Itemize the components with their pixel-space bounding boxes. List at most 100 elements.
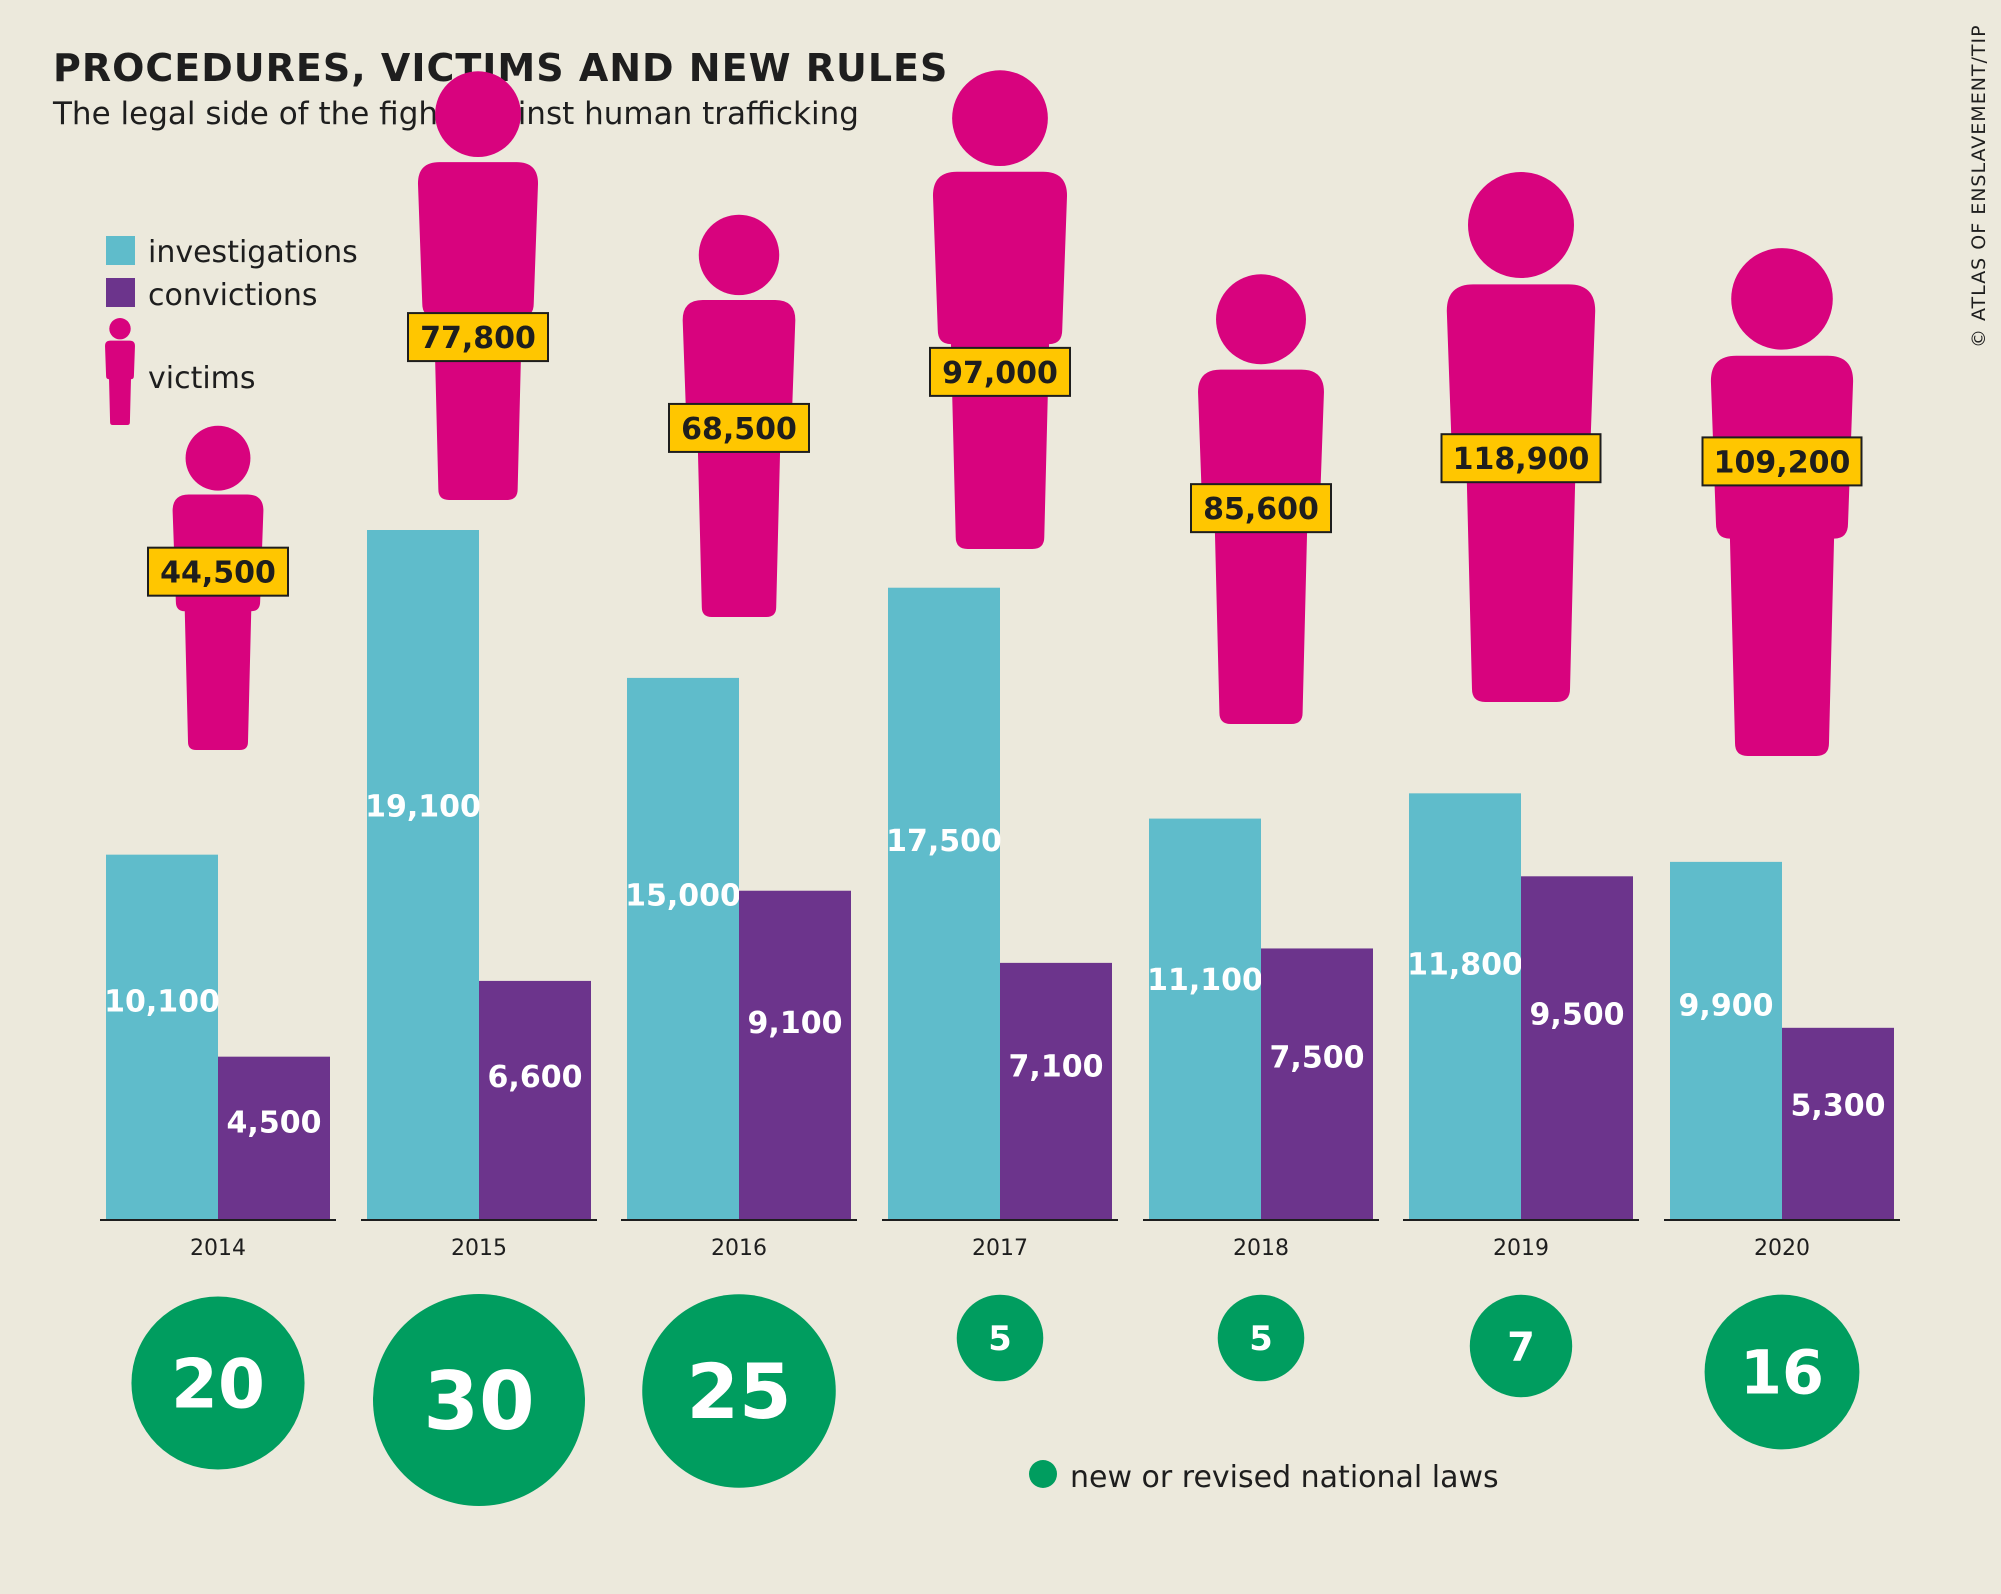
victim-label-box-2014 (147, 546, 289, 597)
legend-investigations-label: investigations (148, 235, 358, 270)
bar-convictions-2016 (739, 890, 851, 1219)
laws-circle-2015 (373, 1294, 585, 1506)
victim-head (698, 214, 780, 296)
victim-label-box-2020 (1701, 436, 1863, 487)
bar-convictions-2019 (1521, 876, 1633, 1219)
victim-figure-2020 (1710, 248, 1854, 756)
bar-label-convictions-2019: 9,500 (1530, 997, 1625, 1032)
laws-circle-2014 (131, 1296, 305, 1470)
victim-head (109, 318, 131, 340)
legend: investigations convictions victims new o… (105, 235, 1499, 1495)
legend-victims-label: victims (148, 361, 256, 396)
plot-area: 10,1004,500201444,5002019,1006,600201577… (100, 70, 1900, 1506)
victim-body (1198, 369, 1324, 724)
victim-head (1216, 274, 1306, 365)
laws-label-2015: 30 (423, 1355, 534, 1448)
bar-convictions-2020 (1782, 1027, 1894, 1219)
legend-laws-swatch (1029, 1460, 1057, 1488)
bar-label-investigations-2020: 9,900 (1679, 989, 1774, 1024)
year-group-2017: 17,500 7,100 2017 97,000 5 (882, 70, 1118, 1382)
victim-figure-2018 (1198, 274, 1324, 724)
victim-label-box-2019 (1440, 433, 1602, 484)
bar-investigations-2014 (106, 854, 218, 1219)
year-group-2020: 9,900 5,300 2020 109,200 16 (1664, 248, 1900, 1450)
victim-figure-2017 (932, 70, 1068, 549)
bar-label-investigations-2019: 11,800 (1407, 948, 1523, 983)
victim-head (435, 71, 521, 158)
bar-convictions-2017 (1000, 962, 1112, 1219)
victim-label-2018: 85,600 (1203, 492, 1319, 527)
victim-body (172, 494, 264, 750)
bar-convictions-2018 (1261, 948, 1373, 1219)
victim-figure-2015 (417, 71, 539, 501)
year-label-2020: 2020 (1754, 1236, 1810, 1261)
victim-body (682, 300, 796, 617)
year-group-2015: 19,100 6,600 2015 77,800 30 (361, 71, 597, 1506)
victim-head (185, 425, 251, 491)
victim-figure-2016 (682, 214, 796, 617)
bar-label-convictions-2018: 7,500 (1270, 1041, 1365, 1076)
victim-label-2017: 97,000 (942, 356, 1058, 391)
laws-circle-2017 (956, 1294, 1044, 1382)
legend-convictions-label: convictions (148, 278, 318, 313)
victim-label-2014: 44,500 (160, 556, 276, 591)
bar-investigations-2020 (1670, 861, 1782, 1219)
bar-investigations-2017 (888, 587, 1000, 1219)
bar-investigations-2019 (1409, 793, 1521, 1219)
victim-label-2015: 77,800 (420, 321, 536, 356)
victim-label-2019: 118,900 (1453, 442, 1590, 477)
year-label-2017: 2017 (972, 1236, 1028, 1261)
victim-label-box-2015 (407, 312, 549, 363)
year-group-2018: 11,100 7,500 2018 85,600 5 (1143, 274, 1379, 1382)
bar-convictions-2014 (218, 1056, 330, 1219)
laws-label-2019: 7 (1507, 1324, 1535, 1370)
year-label-2019: 2019 (1493, 1236, 1549, 1261)
laws-label-2017: 5 (988, 1319, 1011, 1358)
laws-circle-2019 (1469, 1294, 1573, 1398)
victim-label-box-2016 (668, 402, 810, 453)
bar-label-investigations-2018: 11,100 (1147, 963, 1263, 998)
victim-body (1446, 284, 1596, 702)
year-label-2018: 2018 (1233, 1236, 1289, 1261)
victim-label-box-2018 (1190, 483, 1332, 534)
bar-label-convictions-2014: 4,500 (227, 1106, 322, 1141)
year-label-2016: 2016 (711, 1236, 767, 1261)
bar-label-convictions-2020: 5,300 (1791, 1088, 1886, 1123)
legend-investigations-swatch (106, 236, 135, 265)
year-label-2014: 2014 (190, 1236, 246, 1261)
victim-label-2020: 109,200 (1714, 445, 1851, 480)
bar-label-investigations-2016: 15,000 (625, 878, 741, 913)
credit-text: © ATLAS OF ENSLAVEMENT/TIP (1968, 24, 1990, 348)
laws-label-2020: 16 (1740, 1339, 1824, 1409)
laws-circle-2020 (1704, 1294, 1860, 1450)
bar-investigations-2015 (367, 530, 479, 1219)
year-group-2016: 15,000 9,100 2016 68,500 25 (621, 214, 857, 1488)
bar-investigations-2018 (1149, 818, 1261, 1219)
victim-figure-2019 (1446, 172, 1596, 702)
bar-label-convictions-2017: 7,100 (1009, 1049, 1104, 1084)
victim-body (1710, 355, 1854, 756)
victim-head (1731, 248, 1833, 350)
bar-investigations-2016 (627, 677, 739, 1219)
year-label-2015: 2015 (451, 1236, 507, 1261)
bar-label-convictions-2016: 9,100 (748, 1006, 843, 1041)
bar-convictions-2015 (479, 980, 591, 1219)
victim-label-2016: 68,500 (681, 412, 797, 447)
legend-victim-person (105, 318, 135, 425)
victim-label-box-2017 (929, 346, 1071, 397)
laws-label-2014: 20 (171, 1344, 265, 1423)
laws-label-2018: 5 (1249, 1319, 1272, 1358)
legend-victim-icon (105, 318, 135, 425)
legend-convictions-swatch (106, 278, 135, 307)
laws-label-2016: 25 (686, 1348, 791, 1436)
bar-label-investigations-2014: 10,100 (104, 984, 220, 1019)
year-group-2014: 10,100 4,500 2014 44,500 20 (100, 425, 336, 1470)
victim-head (952, 70, 1048, 167)
bar-label-investigations-2017: 17,500 (886, 824, 1002, 859)
laws-circle-2018 (1217, 1294, 1305, 1382)
bar-label-convictions-2015: 6,600 (488, 1060, 583, 1095)
bar-label-investigations-2015: 19,100 (365, 790, 481, 825)
victim-head (1468, 172, 1574, 278)
